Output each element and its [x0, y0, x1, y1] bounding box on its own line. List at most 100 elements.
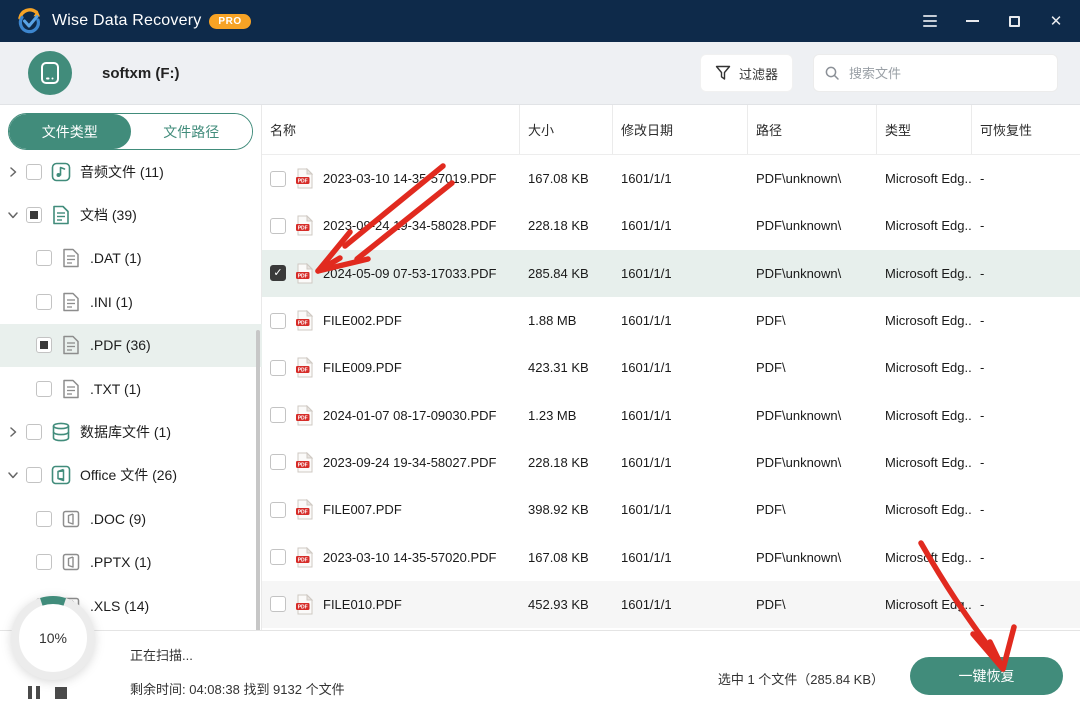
tree-checkbox[interactable] [26, 424, 42, 441]
tree-item-label: .TXT (1) [90, 380, 142, 397]
search-box[interactable] [813, 54, 1058, 92]
minimize-icon[interactable] [964, 13, 980, 29]
tree-checkbox[interactable] [26, 467, 42, 484]
sidebar-scrollbar[interactable] [256, 330, 260, 680]
table-row[interactable]: PDF FILE007.PDF 398.92 KB 1601/1/1 PDF\ Micro… [262, 486, 1080, 533]
row-checkbox[interactable] [270, 454, 286, 471]
file-name-cell: PDF FILE007.PDF [262, 499, 520, 520]
sidebar-item--11-[interactable]: 音频文件 (11) [0, 150, 262, 193]
sidebar-item--doc-9-[interactable]: .DOC (9) [0, 497, 262, 540]
svg-text:PDF: PDF [298, 226, 308, 232]
file-size: 285.84 KB [528, 265, 589, 281]
file-date: 1601/1/1 [621, 454, 672, 470]
file-size: 228.18 KB [528, 218, 589, 234]
column-header-1[interactable]: 大小 [520, 105, 613, 154]
row-checkbox[interactable] [270, 407, 286, 424]
file-type-tree: 音频文件 (11) 文档 (39) .DAT (1) .INI (1) .PDF (36… [0, 150, 262, 627]
file-recoverability: - [980, 454, 985, 470]
drive-name: softxm (F:) [102, 64, 180, 82]
file-date: 1601/1/1 [621, 502, 672, 518]
tree-checkbox[interactable] [36, 250, 52, 267]
pause-button[interactable] [28, 686, 40, 699]
table-row[interactable]: PDF FILE010.PDF 452.93 KB 1601/1/1 PDF\ Micro… [262, 580, 1080, 628]
chevron-right-icon[interactable] [6, 165, 20, 179]
file-type: Microsoft Edg... [885, 549, 972, 565]
menu-icon[interactable] [922, 13, 938, 29]
file-size: 1.88 MB [528, 313, 577, 329]
sidebar-item--ini-1-[interactable]: .INI (1) [0, 280, 262, 323]
file-name-cell: PDF FILE009.PDF [262, 357, 520, 378]
column-header-4[interactable]: 类型 [877, 105, 972, 154]
maximize-icon[interactable] [1006, 13, 1022, 29]
pdf-file-icon: PDF [295, 168, 314, 189]
file-date: 1601/1/1 [621, 549, 672, 565]
table-row[interactable]: PDF 2023-03-10 14-35-57020.PDF 167.08 KB 16… [262, 533, 1080, 580]
row-checkbox[interactable] [270, 501, 286, 518]
row-checkbox[interactable] [270, 596, 286, 613]
row-checkbox[interactable] [270, 549, 286, 566]
table-row[interactable]: PDF 2024-01-07 08-17-09030.PDF 1.23 MB 1601… [262, 391, 1080, 438]
document-icon [50, 204, 72, 226]
pdf-file-icon: PDF [295, 546, 314, 568]
table-row[interactable]: PDF 2024-05-09 07-53-17033.PDF 285.84 KB 16… [262, 249, 1080, 297]
row-checkbox[interactable] [270, 265, 286, 282]
column-header-3[interactable]: 路径 [748, 105, 877, 154]
chevron-down-icon[interactable] [6, 468, 20, 482]
table-row[interactable]: PDF 2023-09-24 19-34-58027.PDF 228.18 KB 16… [262, 439, 1080, 486]
file-size: 452.93 KB [528, 596, 589, 612]
column-header-0[interactable]: 名称 [262, 105, 520, 154]
chevron-right-icon[interactable] [6, 425, 20, 439]
tab-file-path[interactable]: 文件路径 [130, 114, 252, 149]
file-name-cell: PDF 2023-03-10 14-35-57019.PDF [262, 168, 520, 189]
tree-checkbox[interactable] [36, 380, 52, 397]
tree-item-label: 音频文件 (11) [80, 163, 164, 180]
sidebar-item--pptx-1-[interactable]: .PPTX (1) [0, 541, 262, 584]
row-checkbox[interactable] [270, 217, 286, 234]
file-name: FILE010.PDF [323, 596, 402, 612]
tree-checkbox[interactable] [36, 337, 52, 354]
scan-progress-circle: 10% [7, 592, 99, 684]
drive-icon [28, 51, 72, 95]
tree-checkbox[interactable] [36, 510, 52, 527]
tree-checkbox[interactable] [26, 163, 42, 180]
stop-button[interactable] [55, 686, 67, 699]
row-checkbox[interactable] [270, 359, 286, 376]
file-date: 1601/1/1 [621, 171, 672, 187]
table-row[interactable]: PDF 2023-09-24 19-34-58028.PDF 228.18 KB 16… [262, 202, 1080, 249]
file-name-cell: PDF FILE002.PDF [262, 310, 520, 331]
table-row[interactable]: PDF FILE002.PDF 1.88 MB 1601/1/1 PDF\ Microso… [262, 297, 1080, 344]
table-row[interactable]: PDF 2023-03-10 14-35-57019.PDF 167.08 KB 16… [262, 155, 1080, 202]
file-date: 1601/1/1 [621, 313, 672, 329]
recover-button[interactable]: 一键恢复 [910, 657, 1063, 695]
sidebar-item--1-[interactable]: 数据库文件 (1) [0, 410, 262, 453]
tab-file-type[interactable]: 文件类型 [9, 114, 131, 149]
file-date: 1601/1/1 [621, 265, 672, 281]
tree-checkbox[interactable] [36, 554, 52, 571]
row-checkbox[interactable] [270, 312, 286, 329]
office-file-icon [60, 508, 82, 530]
column-header-5[interactable]: 可恢复性 [980, 123, 1033, 138]
chevron-down-icon[interactable] [6, 208, 20, 222]
tree-checkbox[interactable] [36, 293, 52, 310]
svg-text:PDF: PDF [298, 415, 308, 421]
filter-button[interactable]: 过滤器 [699, 54, 793, 92]
file-recoverability: - [980, 407, 985, 423]
sidebar-item--39-[interactable]: 文档 (39) [0, 193, 262, 236]
sidebar-item--txt-1-[interactable]: .TXT (1) [0, 367, 262, 410]
file-path: PDF\ [756, 360, 786, 376]
sidebar-item--pdf-36-[interactable]: .PDF (36) [0, 323, 262, 367]
sidebar-item--dat-1-[interactable]: .DAT (1) [0, 237, 262, 280]
file-name: FILE009.PDF [323, 360, 402, 376]
file-size: 423.31 KB [528, 360, 589, 376]
pdf-file-icon: PDF [295, 215, 314, 236]
search-icon [825, 66, 839, 80]
sidebar-item-office-26-[interactable]: Office 文件 (26) [0, 454, 262, 497]
row-checkbox[interactable] [270, 170, 286, 187]
close-icon[interactable]: ✕ [1049, 12, 1063, 30]
column-header-2[interactable]: 修改日期 [613, 105, 748, 154]
file-icon [60, 291, 82, 313]
table-row[interactable]: PDF FILE009.PDF 423.31 KB 1601/1/1 PDF\ Micro… [262, 344, 1080, 391]
search-input[interactable] [847, 64, 1047, 82]
tree-checkbox[interactable] [26, 207, 42, 224]
